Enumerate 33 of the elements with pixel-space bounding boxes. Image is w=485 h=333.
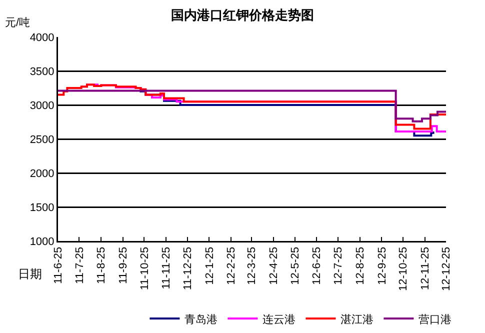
x-tick-label: 12-7-25 xyxy=(332,246,344,285)
y-tick-label: 1000 xyxy=(30,236,54,248)
x-tick-label: 12-9-25 xyxy=(376,246,388,285)
x-tick-label: 12-10-25 xyxy=(397,246,410,291)
legend-label: 湛江港 xyxy=(340,312,374,326)
x-tick-label: 11-10-25 xyxy=(138,246,151,290)
y-axis-title: 元/吨 xyxy=(5,16,30,29)
x-tick-label: 11-11-25 xyxy=(160,246,173,290)
legend-label: 青岛港 xyxy=(184,312,218,326)
x-tick-label: 12-11-25 xyxy=(419,246,432,290)
x-tick-label: 12-4-25 xyxy=(268,246,280,285)
y-tick-label: 4000 xyxy=(30,32,54,44)
x-axis-title: 日期 xyxy=(18,267,42,281)
y-tick-label: 3500 xyxy=(30,66,54,78)
y-tick-label: 2000 xyxy=(30,168,54,180)
x-tick-label: 11-8-25 xyxy=(96,246,108,284)
x-tick-label: 12-3-25 xyxy=(246,246,258,285)
x-tick-label: 12-6-25 xyxy=(311,246,324,285)
x-tick-label: 12-2-25 xyxy=(226,246,238,285)
chart-title: 国内港口红钾价格走势图 xyxy=(171,8,314,23)
x-tick-label: 12-5-25 xyxy=(289,246,302,285)
x-tick-label: 11-9-25 xyxy=(118,246,130,284)
y-tick-label: 3000 xyxy=(30,100,54,112)
x-tick-label: 11-12-25 xyxy=(182,246,194,290)
x-tick-label: 11-7-25 xyxy=(74,246,86,284)
y-tick-label: 1500 xyxy=(30,202,54,214)
x-tick-label: 12-8-25 xyxy=(354,246,366,285)
y-tick-label: 2500 xyxy=(30,134,54,146)
legend-label: 营口港 xyxy=(418,312,452,326)
x-tick-label: 11-6-25 xyxy=(52,246,65,284)
x-tick-label: 12-1-25 xyxy=(204,246,216,285)
legend-label: 连云港 xyxy=(262,312,296,326)
x-tick-label: 12-12-25 xyxy=(440,246,453,291)
